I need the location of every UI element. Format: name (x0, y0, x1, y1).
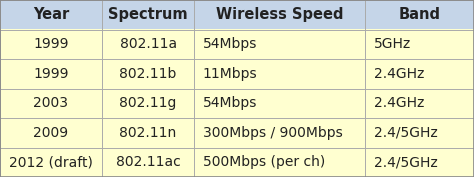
Text: 802.11g: 802.11g (119, 96, 177, 110)
Text: 5GHz: 5GHz (374, 37, 411, 51)
Bar (365, 147, 474, 177)
Bar (194, 118, 365, 147)
Bar (102, 118, 194, 147)
Text: 300Mbps / 900Mbps: 300Mbps / 900Mbps (203, 126, 343, 140)
Bar (0, 30, 102, 59)
Text: Band: Band (399, 7, 440, 22)
Text: 54Mbps: 54Mbps (203, 37, 257, 51)
Text: 802.11n: 802.11n (119, 126, 177, 140)
Bar (0, 147, 102, 177)
Text: Wireless Speed: Wireless Speed (216, 7, 343, 22)
Text: 11Mbps: 11Mbps (203, 67, 257, 81)
Bar (102, 59, 194, 88)
Text: 1999: 1999 (33, 37, 69, 51)
Text: 1999: 1999 (33, 67, 69, 81)
Text: 2.4GHz: 2.4GHz (374, 96, 424, 110)
Text: 2.4GHz: 2.4GHz (374, 67, 424, 81)
Bar (194, 0, 365, 30)
Bar (194, 88, 365, 118)
Text: 802.11a: 802.11a (119, 37, 177, 51)
Text: 54Mbps: 54Mbps (203, 96, 257, 110)
Bar (194, 147, 365, 177)
Bar (365, 30, 474, 59)
Text: 2.4/5GHz: 2.4/5GHz (374, 155, 437, 169)
Text: 2.4/5GHz: 2.4/5GHz (374, 126, 437, 140)
Bar (102, 147, 194, 177)
Text: 802.11b: 802.11b (119, 67, 177, 81)
Bar (194, 59, 365, 88)
Bar (0, 0, 102, 30)
Bar (365, 118, 474, 147)
Bar (0, 59, 102, 88)
Text: 2003: 2003 (34, 96, 68, 110)
Bar (0, 118, 102, 147)
Bar (194, 30, 365, 59)
Text: 2012 (draft): 2012 (draft) (9, 155, 93, 169)
Bar (365, 0, 474, 30)
Bar (102, 30, 194, 59)
Text: 802.11ac: 802.11ac (116, 155, 181, 169)
Bar (0, 88, 102, 118)
Text: Year: Year (33, 7, 69, 22)
Bar (365, 59, 474, 88)
Bar (102, 88, 194, 118)
Text: Spectrum: Spectrum (109, 7, 188, 22)
Bar (102, 0, 194, 30)
Bar (365, 88, 474, 118)
Text: 2009: 2009 (33, 126, 69, 140)
Text: 500Mbps (per ch): 500Mbps (per ch) (203, 155, 325, 169)
